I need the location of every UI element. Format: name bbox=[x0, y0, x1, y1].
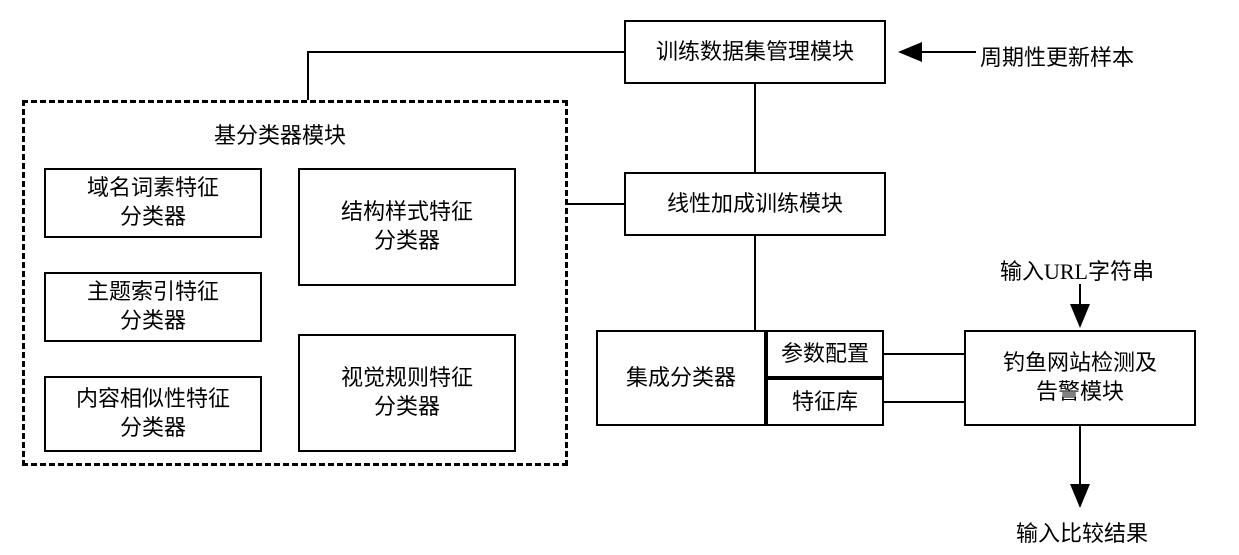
node-ensemble-classifier: 集成分类器 bbox=[596, 330, 766, 426]
node-domain-classifier-label: 域名词素特征分类器 bbox=[87, 174, 219, 231]
node-visual-classifier-label: 视觉规则特征分类器 bbox=[341, 364, 473, 421]
node-feature-library: 特征库 bbox=[766, 378, 884, 426]
node-content-classifier-label: 内容相似性特征分类器 bbox=[76, 385, 230, 442]
label-output-result: 输入比较结果 bbox=[1016, 516, 1148, 548]
node-param-config-label: 参数配置 bbox=[781, 340, 869, 369]
node-feature-library-label: 特征库 bbox=[792, 388, 858, 417]
node-param-config: 参数配置 bbox=[766, 330, 884, 378]
node-topic-classifier: 主题索引特征分类器 bbox=[44, 272, 262, 342]
node-content-classifier: 内容相似性特征分类器 bbox=[44, 376, 262, 452]
node-linear-training-label: 线性加成训练模块 bbox=[667, 190, 843, 219]
node-ensemble-classifier-label: 集成分类器 bbox=[626, 364, 736, 393]
node-detection-alarm: 钓鱼网站检测及告警模块 bbox=[964, 330, 1196, 426]
node-topic-classifier-label: 主题索引特征分类器 bbox=[87, 278, 219, 335]
label-input-url: 输入URL字符串 bbox=[1000, 254, 1154, 286]
node-detection-alarm-label: 钓鱼网站检测及告警模块 bbox=[1003, 349, 1157, 406]
label-periodic-update: 周期性更新样本 bbox=[980, 40, 1134, 72]
node-struct-classifier: 结构样式特征分类器 bbox=[298, 168, 516, 286]
edge-train-to-classifiers bbox=[308, 52, 624, 100]
node-struct-classifier-label: 结构样式特征分类器 bbox=[341, 198, 473, 255]
node-training-data: 训练数据集管理模块 bbox=[624, 20, 886, 84]
node-visual-classifier: 视觉规则特征分类器 bbox=[298, 334, 516, 452]
node-training-data-label: 训练数据集管理模块 bbox=[656, 38, 854, 67]
node-domain-classifier: 域名词素特征分类器 bbox=[44, 168, 262, 238]
base-classifier-title: 基分类器模块 bbox=[180, 118, 380, 150]
node-linear-training: 线性加成训练模块 bbox=[624, 172, 886, 236]
